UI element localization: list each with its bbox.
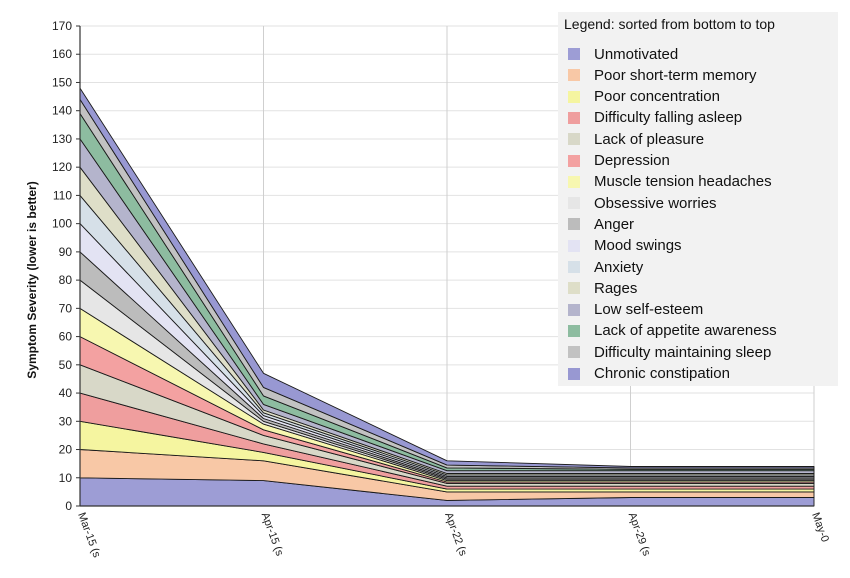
- legend-title: Legend: sorted from bottom to top: [564, 16, 775, 32]
- legend-item: Chronic constipation: [568, 364, 730, 384]
- legend-item: Anger: [568, 214, 634, 234]
- axes: [79, 26, 814, 507]
- series-areas: [79, 87, 815, 507]
- legend-swatch: [568, 197, 580, 210]
- legend-swatch: [568, 324, 580, 337]
- y-tick-label: 20: [59, 443, 73, 457]
- legend-swatch: [568, 218, 580, 231]
- legend-item: Obsessive worries: [568, 193, 717, 213]
- y-tick-label: 50: [59, 358, 73, 372]
- legend-label: Low self-esteem: [594, 301, 704, 319]
- x-tick-label: Apr-29 (s: [626, 511, 653, 558]
- y-tick-label: 110: [53, 188, 72, 202]
- legend-item: Difficulty falling asleep: [568, 108, 742, 128]
- y-tick-label: 130: [52, 132, 72, 146]
- legend-label: Poor short-term memory: [594, 66, 757, 84]
- legend-swatch: [568, 261, 580, 273]
- legend-label: Lack of pleasure: [594, 130, 705, 148]
- legend-label: Mood swings: [594, 237, 682, 255]
- legend-swatch: [568, 154, 580, 167]
- legend-label: Anxiety: [594, 258, 644, 276]
- legend-swatch: [568, 303, 580, 316]
- legend-swatch: [568, 69, 580, 82]
- legend-item: Lack of appetite awareness: [568, 321, 777, 341]
- legend: Legend: sorted from bottom to top Unmoti…: [558, 12, 838, 386]
- legend-item: Lack of pleasure: [568, 129, 704, 149]
- legend-label: Obsessive worries: [594, 194, 717, 212]
- y-tick-label: 40: [59, 386, 73, 400]
- legend-label: Difficulty maintaining sleep: [594, 343, 772, 361]
- x-tick-label: Mar-15 (s: [75, 511, 103, 560]
- legend-label: Depression: [594, 152, 670, 169]
- legend-item: Anxiety: [568, 257, 643, 277]
- legend-swatch: [568, 282, 580, 295]
- legend-swatch: [568, 133, 580, 146]
- y-tick-label: 140: [52, 104, 72, 118]
- legend-swatch: [568, 90, 580, 103]
- y-axis-label: Symptom Severity (lower is better): [25, 181, 39, 378]
- legend-swatch: [568, 367, 580, 380]
- legend-label: Rages: [594, 279, 638, 297]
- y-tick-label: 0: [65, 499, 72, 513]
- legend-label: Difficulty falling asleep: [594, 109, 743, 127]
- y-tick-label: 70: [59, 301, 73, 315]
- y-tick-label: 10: [59, 471, 73, 485]
- legend-item: Unmotivated: [568, 44, 678, 64]
- y-tick-label: 100: [52, 217, 72, 231]
- y-tick-label: 30: [59, 414, 73, 428]
- legend-label: Lack of appetite awareness: [594, 322, 777, 340]
- legend-item: Poor concentration: [568, 87, 720, 107]
- legend-item: Difficulty maintaining sleep: [568, 342, 771, 362]
- y-tick-label: 150: [52, 75, 72, 89]
- legend-swatch: [568, 48, 580, 60]
- x-tick-label: Apr-15 (s: [259, 511, 286, 558]
- legend-label: Chronic constipation: [594, 365, 730, 382]
- y-tick-label: 160: [52, 47, 72, 61]
- legend-item: Low self-esteem: [568, 300, 703, 320]
- y-tick-labels: 0 10 20 30 40 50 60 70 80 90 100 110 120 130 140 150 160…: [52, 19, 80, 513]
- legend-label: Anger: [594, 215, 635, 233]
- legend-swatch: [568, 239, 580, 252]
- x-tick-labels: Mar-15 (s Apr-15 (s Apr-22 (s Apr-29 (s May-…: [75, 511, 831, 560]
- legend-swatch: [568, 175, 580, 188]
- y-tick-label: 60: [59, 330, 73, 344]
- legend-label: Muscle tension headaches: [594, 173, 772, 191]
- legend-swatch: [568, 111, 580, 124]
- legend-swatch: [568, 346, 580, 359]
- legend-label: Poor concentration: [594, 88, 720, 106]
- y-tick-label: 90: [59, 245, 73, 259]
- legend-item: Rages: [568, 278, 637, 298]
- legend-item: Depression: [568, 151, 670, 171]
- legend-item: Mood swings: [568, 236, 682, 256]
- y-tick-label: 80: [59, 273, 73, 287]
- legend-label: Unmotivated: [594, 45, 679, 63]
- y-tick-label: 120: [52, 160, 72, 174]
- x-tick-label: Apr-22 (s: [442, 511, 469, 558]
- area-chronic-constipation: [79, 87, 815, 469]
- y-tick-label: 170: [52, 19, 72, 33]
- legend-item: Poor short-term memory: [568, 65, 757, 85]
- x-tick-label: May-0: [809, 511, 831, 544]
- legend-item: Muscle tension headaches: [568, 172, 772, 192]
